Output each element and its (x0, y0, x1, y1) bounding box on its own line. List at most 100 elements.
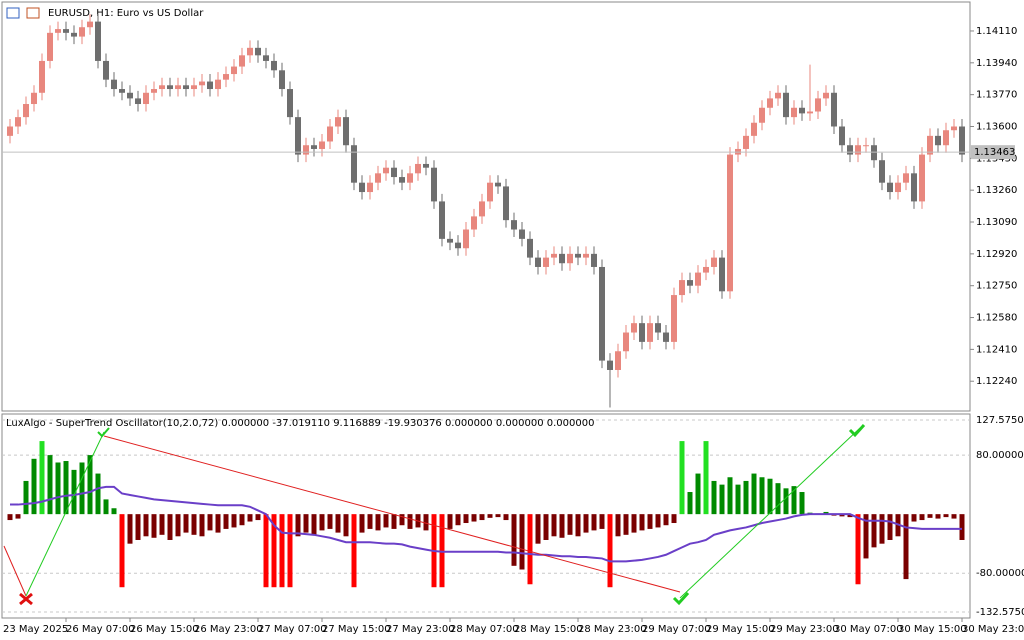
candle-body (599, 266, 605, 361)
candle-body (567, 253, 573, 264)
histogram-bar (231, 514, 237, 528)
buy-mark (97, 427, 110, 438)
candle-body (407, 173, 413, 183)
y-tick-label: 1.14110 (976, 26, 1017, 37)
histogram-bar (663, 514, 669, 526)
histogram-bar (95, 473, 101, 515)
candle-body (175, 85, 181, 90)
histogram-bar (7, 514, 13, 521)
candle-body (519, 229, 525, 239)
histogram-bar (535, 514, 541, 544)
histogram-bar (863, 514, 869, 559)
histogram-bar (71, 469, 77, 515)
y-tick-label: 1.12580 (976, 313, 1017, 324)
candle-body (623, 332, 629, 352)
candle-body (631, 323, 637, 333)
x-tick-label: 27 May 23:00 (386, 624, 455, 635)
candle-body (703, 266, 709, 273)
histogram-bar (655, 514, 661, 528)
x-tick-label: 26 May 07:00 (66, 624, 135, 635)
histogram-bar (503, 514, 509, 521)
candle-body (135, 98, 141, 105)
candle-body (759, 107, 765, 123)
candle-body (367, 182, 373, 193)
candle-body (463, 229, 469, 249)
candle-body (423, 163, 429, 168)
histogram-bar (647, 514, 653, 529)
candle-body (655, 323, 661, 333)
candle-body (271, 60, 277, 71)
candle-body (183, 85, 189, 90)
candle-body (879, 160, 885, 183)
candle-body (343, 117, 349, 146)
signal-line (103, 435, 681, 593)
histogram-bar (119, 514, 125, 588)
candle-body (671, 295, 677, 342)
candle-body (823, 92, 829, 99)
histogram-bar (911, 514, 917, 522)
histogram-bar (471, 514, 477, 522)
candle-body (7, 126, 13, 136)
candle-body (391, 167, 397, 178)
histogram-bar (903, 514, 909, 580)
histogram-bar (767, 478, 773, 515)
histogram-bar (55, 462, 61, 515)
candle-body (431, 167, 437, 202)
y-tick-label: 80.000000 (976, 450, 1024, 461)
histogram-bar (383, 514, 389, 528)
signal-line (10, 485, 962, 563)
candle-body (119, 89, 125, 93)
histogram-bar (871, 514, 877, 548)
histogram-bar (271, 514, 277, 588)
histogram-bar (583, 514, 589, 533)
histogram-bar (111, 508, 117, 515)
x-tick-label: 28 May 23:00 (578, 624, 647, 635)
histogram-bar (143, 514, 149, 537)
histogram-bar (791, 486, 797, 515)
candle-body (167, 85, 173, 90)
candle-body (71, 32, 77, 37)
candle-body (311, 145, 317, 149)
histogram-bar (167, 514, 173, 540)
histogram-bar (671, 514, 677, 524)
histogram-bar (375, 514, 381, 531)
buy-mark (848, 423, 866, 438)
candle-body (839, 126, 845, 146)
histogram-bar (935, 514, 941, 519)
candle-body (855, 145, 861, 155)
candle-body (327, 126, 333, 142)
candle-body (831, 92, 837, 127)
histogram-bar (487, 514, 493, 518)
y-tick-label: 1.12240 (976, 376, 1017, 387)
candle-body (399, 177, 405, 183)
candle-body (95, 21, 101, 61)
histogram-bar (631, 514, 637, 533)
histogram-bar (207, 514, 213, 531)
candle-body (959, 126, 965, 155)
histogram-bar (615, 514, 621, 537)
candle-body (663, 332, 669, 342)
histogram-bar (719, 484, 725, 515)
candle-body (295, 117, 301, 155)
candle-body (359, 182, 365, 193)
histogram-bar (927, 514, 933, 518)
x-tick-label: 30 May 23:00 (962, 624, 1024, 635)
candle-body (647, 323, 653, 342)
histogram-bar (495, 514, 501, 518)
candle-body (695, 272, 701, 286)
histogram-bar (695, 473, 701, 515)
candle-body (687, 280, 693, 286)
histogram-bar (199, 514, 205, 537)
candle-body (215, 79, 221, 90)
x-tick-label: 26 May 15:00 (130, 624, 199, 635)
histogram-bar (343, 514, 349, 537)
candle-body (895, 182, 901, 193)
candle-body (743, 135, 749, 149)
histogram-bar (887, 514, 893, 540)
x-tick-label: 23 May 2025 (3, 624, 68, 635)
candle-body (223, 74, 229, 80)
candle-body (303, 145, 309, 155)
candle-body (807, 111, 813, 114)
histogram-bar (727, 477, 733, 515)
signal-line (25, 431, 105, 597)
